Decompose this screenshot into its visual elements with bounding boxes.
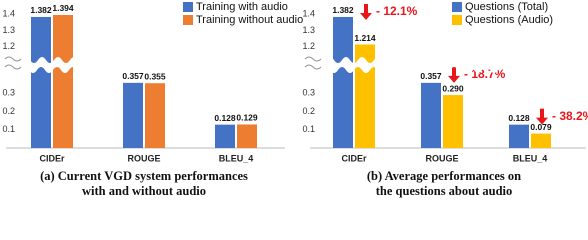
legend-label: Questions (Audio) [465, 14, 553, 26]
caption: the questions about audio [376, 184, 513, 198]
y-tick-label: 1.4 [2, 8, 15, 18]
y-tick-label: 0.1 [2, 124, 15, 134]
y-tick-label: 1.4 [302, 8, 315, 18]
y-tick-label: 1.2 [2, 41, 15, 51]
axis-break-mark [4, 56, 22, 70]
x-tick-label: BLEU_4 [513, 153, 548, 163]
value-label: 0.357 [420, 71, 442, 81]
value-label: 1.382 [332, 5, 354, 15]
legend-swatch [452, 2, 462, 12]
value-label: 1.382 [30, 5, 52, 15]
arrow-head [360, 13, 372, 20]
annotation: - 12.1% [376, 4, 418, 18]
axis-break-mark [304, 56, 322, 70]
y-tick-label: 1.3 [2, 25, 15, 35]
y-tick-label: 0.3 [2, 88, 15, 98]
bar [421, 82, 441, 148]
bar [443, 95, 463, 148]
bar [215, 124, 235, 148]
y-tick-label: 1.3 [302, 25, 315, 35]
bar [355, 44, 375, 149]
x-tick-label: ROUGE [127, 153, 160, 163]
bar [237, 124, 257, 148]
y-tick-label: 0.2 [2, 106, 15, 116]
value-label: 0.128 [214, 113, 236, 123]
axis-break [298, 57, 588, 73]
legend-swatch [183, 2, 193, 12]
value-label: 0.079 [530, 122, 552, 132]
axis-break [0, 57, 294, 73]
value-label: 0.128 [508, 113, 530, 123]
value-label: 1.394 [52, 3, 74, 13]
value-label: 0.290 [442, 83, 464, 93]
x-tick-label: BLEU_4 [219, 153, 254, 163]
bar [509, 124, 529, 148]
legend-label: Training with audio [196, 1, 288, 13]
legend-swatch [452, 15, 462, 25]
caption: (a) Current VGD system performances [40, 169, 248, 183]
y-tick-label: 0.1 [302, 124, 315, 134]
y-tick-label: 1.2 [302, 41, 315, 51]
arrow-head [448, 75, 460, 83]
y-tick-label: 0.2 [302, 106, 315, 116]
bar [31, 16, 51, 149]
annotation: - 18.7% [464, 67, 506, 81]
value-label: 1.214 [354, 33, 376, 43]
caption: with and without audio [82, 184, 206, 198]
x-tick-label: CIDEr [341, 153, 367, 163]
y-tick-label: 0.3 [302, 88, 315, 98]
value-label: 0.129 [236, 113, 258, 123]
x-tick-label: ROUGE [425, 153, 458, 163]
caption: (b) Average performances on [367, 169, 521, 183]
x-tick-label: CIDEr [39, 153, 65, 163]
value-label: 0.355 [144, 71, 166, 81]
bar [53, 14, 73, 149]
arrow-head [536, 117, 548, 125]
annotation: - 38.2% [552, 109, 588, 123]
legend-swatch [183, 15, 193, 25]
legend-label: Training without audio [196, 14, 303, 26]
legend-label: Questions (Total) [465, 1, 548, 13]
value-label: 0.357 [122, 71, 144, 81]
bar [333, 16, 353, 149]
bar [123, 82, 143, 148]
bar [531, 133, 551, 148]
bar [145, 83, 165, 148]
